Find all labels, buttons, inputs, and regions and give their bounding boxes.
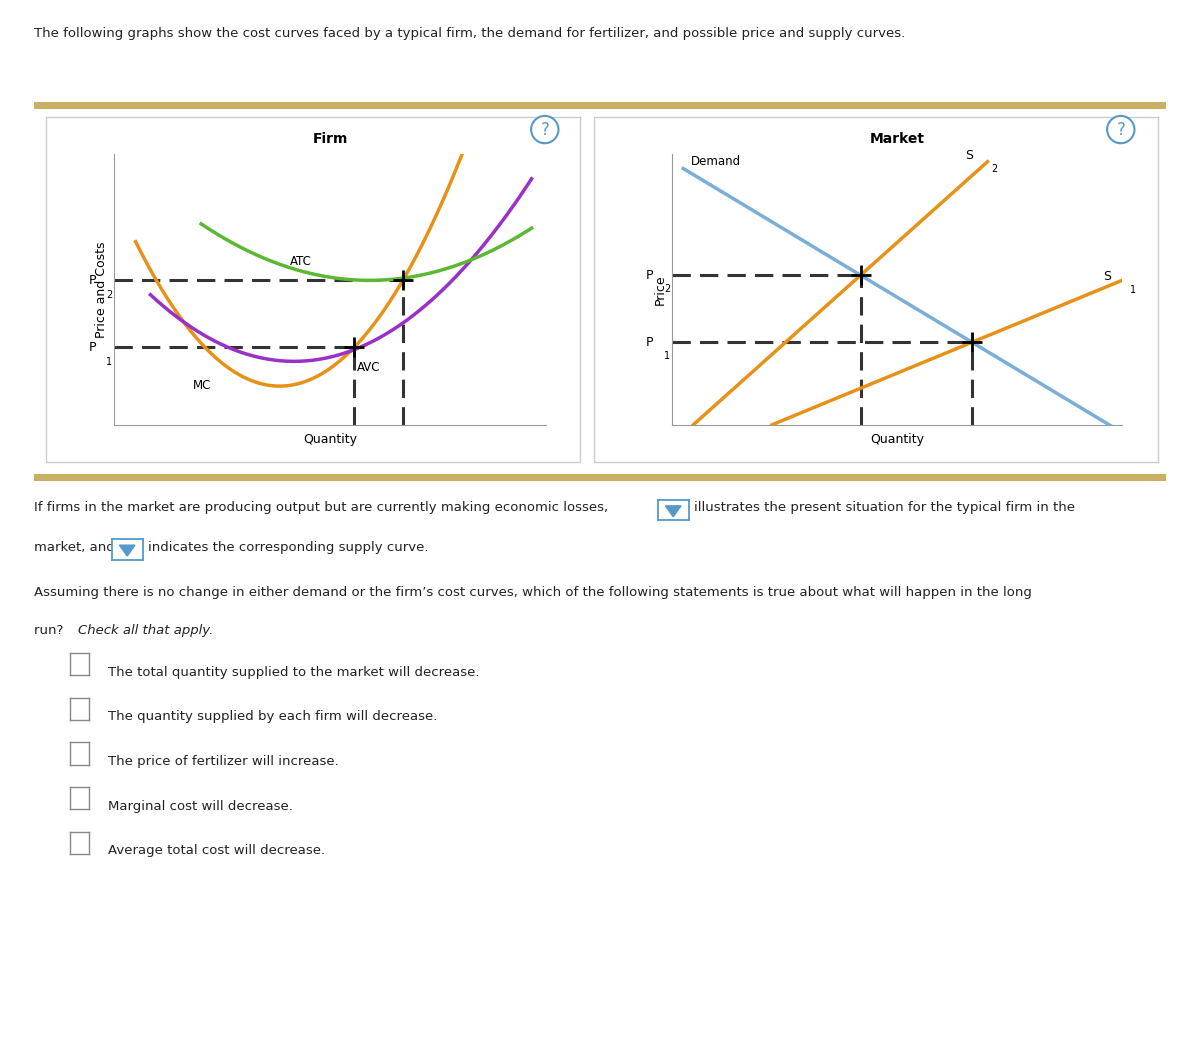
Text: indicates the corresponding supply curve.: indicates the corresponding supply curve… bbox=[148, 541, 428, 553]
Title: Market: Market bbox=[870, 132, 924, 145]
Text: Demand: Demand bbox=[691, 155, 740, 168]
Polygon shape bbox=[666, 506, 682, 517]
Text: MC: MC bbox=[193, 379, 211, 392]
Text: P: P bbox=[646, 269, 653, 281]
Text: 2: 2 bbox=[107, 290, 113, 299]
Text: Average total cost will decrease.: Average total cost will decrease. bbox=[108, 844, 325, 857]
Text: S: S bbox=[965, 149, 973, 162]
Text: S: S bbox=[1103, 271, 1111, 284]
Text: 2: 2 bbox=[665, 285, 671, 294]
Text: If firms in the market are producing output but are currently making economic lo: If firms in the market are producing out… bbox=[34, 501, 607, 514]
Title: Firm: Firm bbox=[312, 132, 348, 145]
Text: 2: 2 bbox=[991, 164, 997, 174]
Text: AVC: AVC bbox=[358, 361, 380, 374]
Text: P: P bbox=[89, 341, 96, 354]
Text: illustrates the present situation for the typical firm in the: illustrates the present situation for th… bbox=[694, 501, 1075, 514]
Y-axis label: Price: Price bbox=[654, 274, 666, 305]
Text: The following graphs show the cost curves faced by a typical firm, the demand fo: The following graphs show the cost curve… bbox=[34, 27, 905, 39]
Text: ATC: ATC bbox=[290, 255, 312, 268]
Text: Assuming there is no change in either demand or the firm’s cost curves, which of: Assuming there is no change in either de… bbox=[34, 586, 1032, 599]
Text: ?: ? bbox=[540, 121, 550, 138]
Text: market, and: market, and bbox=[34, 541, 114, 553]
Text: 1: 1 bbox=[107, 357, 113, 366]
Polygon shape bbox=[120, 545, 134, 556]
Text: Marginal cost will decrease.: Marginal cost will decrease. bbox=[108, 800, 293, 812]
X-axis label: Quantity: Quantity bbox=[870, 433, 924, 446]
Text: The price of fertilizer will increase.: The price of fertilizer will increase. bbox=[108, 755, 338, 768]
Text: P: P bbox=[89, 274, 96, 287]
Text: run?: run? bbox=[34, 624, 67, 637]
Text: The total quantity supplied to the market will decrease.: The total quantity supplied to the marke… bbox=[108, 666, 480, 679]
Text: 1: 1 bbox=[665, 352, 671, 361]
Text: The quantity supplied by each firm will decrease.: The quantity supplied by each firm will … bbox=[108, 710, 437, 723]
Text: 1: 1 bbox=[1129, 286, 1135, 295]
Text: Check all that apply.: Check all that apply. bbox=[78, 624, 214, 637]
Text: P: P bbox=[646, 336, 653, 348]
Y-axis label: Price and Costs: Price and Costs bbox=[96, 241, 108, 338]
Text: ?: ? bbox=[1116, 121, 1126, 138]
X-axis label: Quantity: Quantity bbox=[302, 433, 358, 446]
